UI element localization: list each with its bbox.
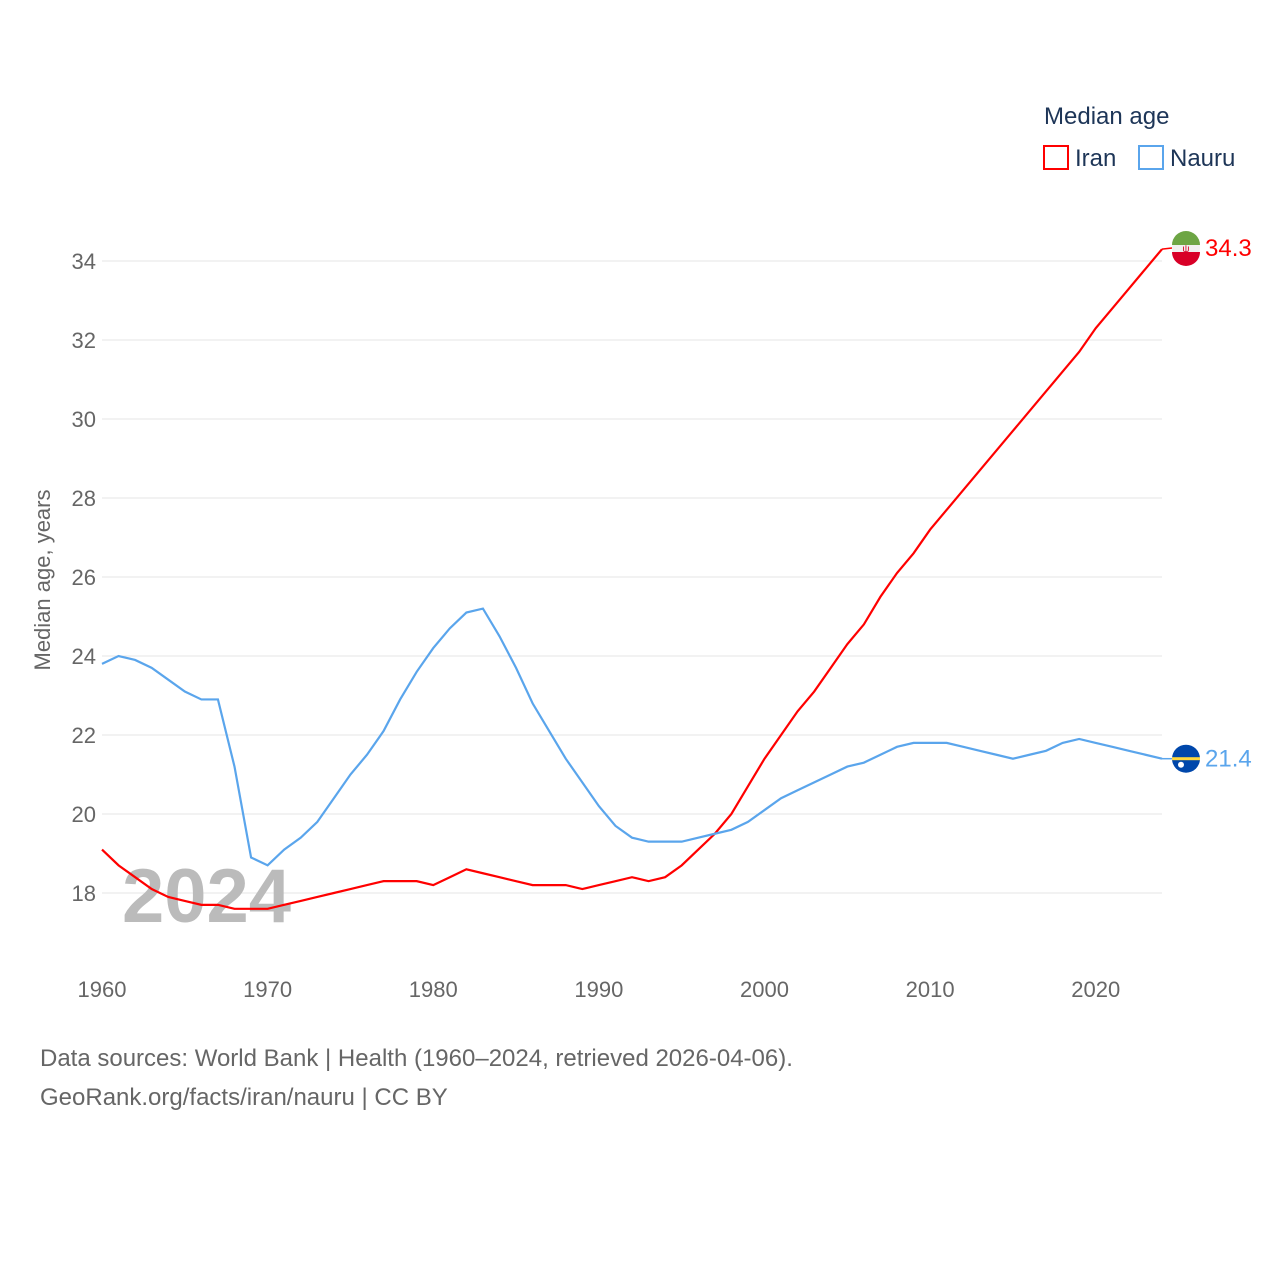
y-tick-label: 28 bbox=[72, 486, 96, 511]
y-tick-label: 20 bbox=[72, 802, 96, 827]
x-tick-label: 1970 bbox=[243, 977, 292, 1002]
y-tick-label: 30 bbox=[72, 407, 96, 432]
svg-text:ψ: ψ bbox=[1182, 244, 1189, 255]
x-tick-label: 1960 bbox=[78, 977, 127, 1002]
y-tick-label: 34 bbox=[72, 249, 96, 274]
x-tick-label: 2020 bbox=[1071, 977, 1120, 1002]
legend-title: Median age bbox=[1044, 103, 1169, 130]
x-tick-label: 1990 bbox=[574, 977, 623, 1002]
x-tick-label: 1980 bbox=[409, 977, 458, 1002]
end-label-nauru: 21.4 bbox=[1205, 746, 1252, 773]
legend-label-nauru[interactable]: Nauru bbox=[1170, 145, 1235, 172]
y-tick-label: 24 bbox=[72, 644, 96, 669]
y-tick-label: 22 bbox=[72, 723, 96, 748]
year-watermark: 2024 bbox=[122, 854, 291, 939]
y-tick-label: 18 bbox=[72, 881, 96, 906]
end-connector bbox=[1161, 247, 1173, 250]
end-label-iran: 34.3 bbox=[1205, 235, 1252, 262]
x-tick-label: 2010 bbox=[906, 977, 955, 1002]
credit-link[interactable]: GeoRank.org/facts/iran/nauru | CC BY bbox=[40, 1084, 448, 1111]
y-axis-label: Median age, years bbox=[30, 490, 55, 671]
data-source: Data sources: World Bank | Health (1960–… bbox=[40, 1045, 793, 1072]
iran-flag-icon: ψ bbox=[1172, 231, 1200, 266]
legend-label-iran[interactable]: Iran bbox=[1075, 145, 1116, 172]
legend-swatch-iran[interactable] bbox=[1043, 145, 1069, 170]
y-tick-label: 32 bbox=[72, 328, 96, 353]
series-line-iran bbox=[101, 248, 1163, 910]
legend-swatch-nauru[interactable] bbox=[1138, 145, 1164, 170]
x-tick-label: 2000 bbox=[740, 977, 789, 1002]
nauru-flag-icon bbox=[1172, 744, 1200, 773]
y-tick-label: 26 bbox=[72, 565, 96, 590]
series-line-nauru bbox=[101, 607, 1163, 867]
